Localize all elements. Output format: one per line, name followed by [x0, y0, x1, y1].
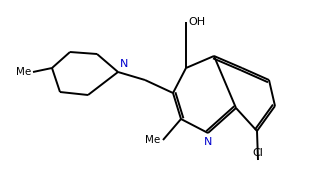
Text: N: N	[120, 59, 128, 69]
Text: Me: Me	[16, 67, 31, 77]
Text: OH: OH	[188, 17, 205, 27]
Text: Cl: Cl	[252, 148, 263, 158]
Text: Me: Me	[145, 135, 160, 145]
Text: N: N	[204, 137, 212, 147]
